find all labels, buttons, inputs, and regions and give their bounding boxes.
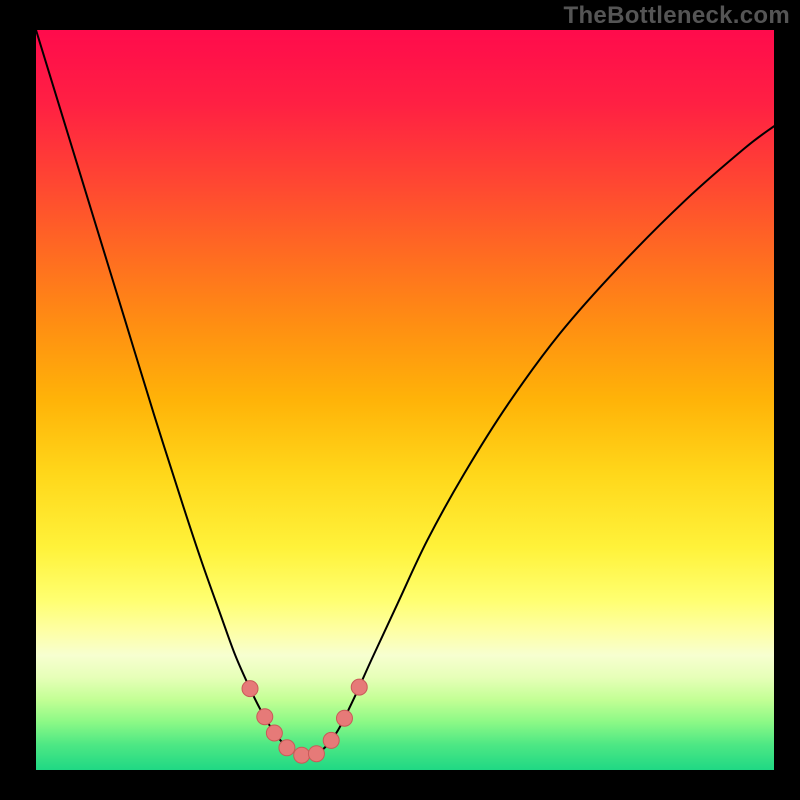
marker-point — [266, 725, 282, 741]
marker-point — [323, 732, 339, 748]
marker-point — [294, 747, 310, 763]
marker-point — [351, 679, 367, 695]
chart-frame: TheBottleneck.com — [0, 0, 800, 800]
chart-svg — [36, 30, 774, 770]
marker-point — [308, 746, 324, 762]
marker-point — [336, 710, 352, 726]
plot-area — [36, 30, 774, 770]
marker-point — [257, 709, 273, 725]
marker-point — [279, 740, 295, 756]
marker-point — [242, 681, 258, 697]
chart-background — [36, 30, 774, 770]
watermark-text: TheBottleneck.com — [564, 2, 790, 30]
